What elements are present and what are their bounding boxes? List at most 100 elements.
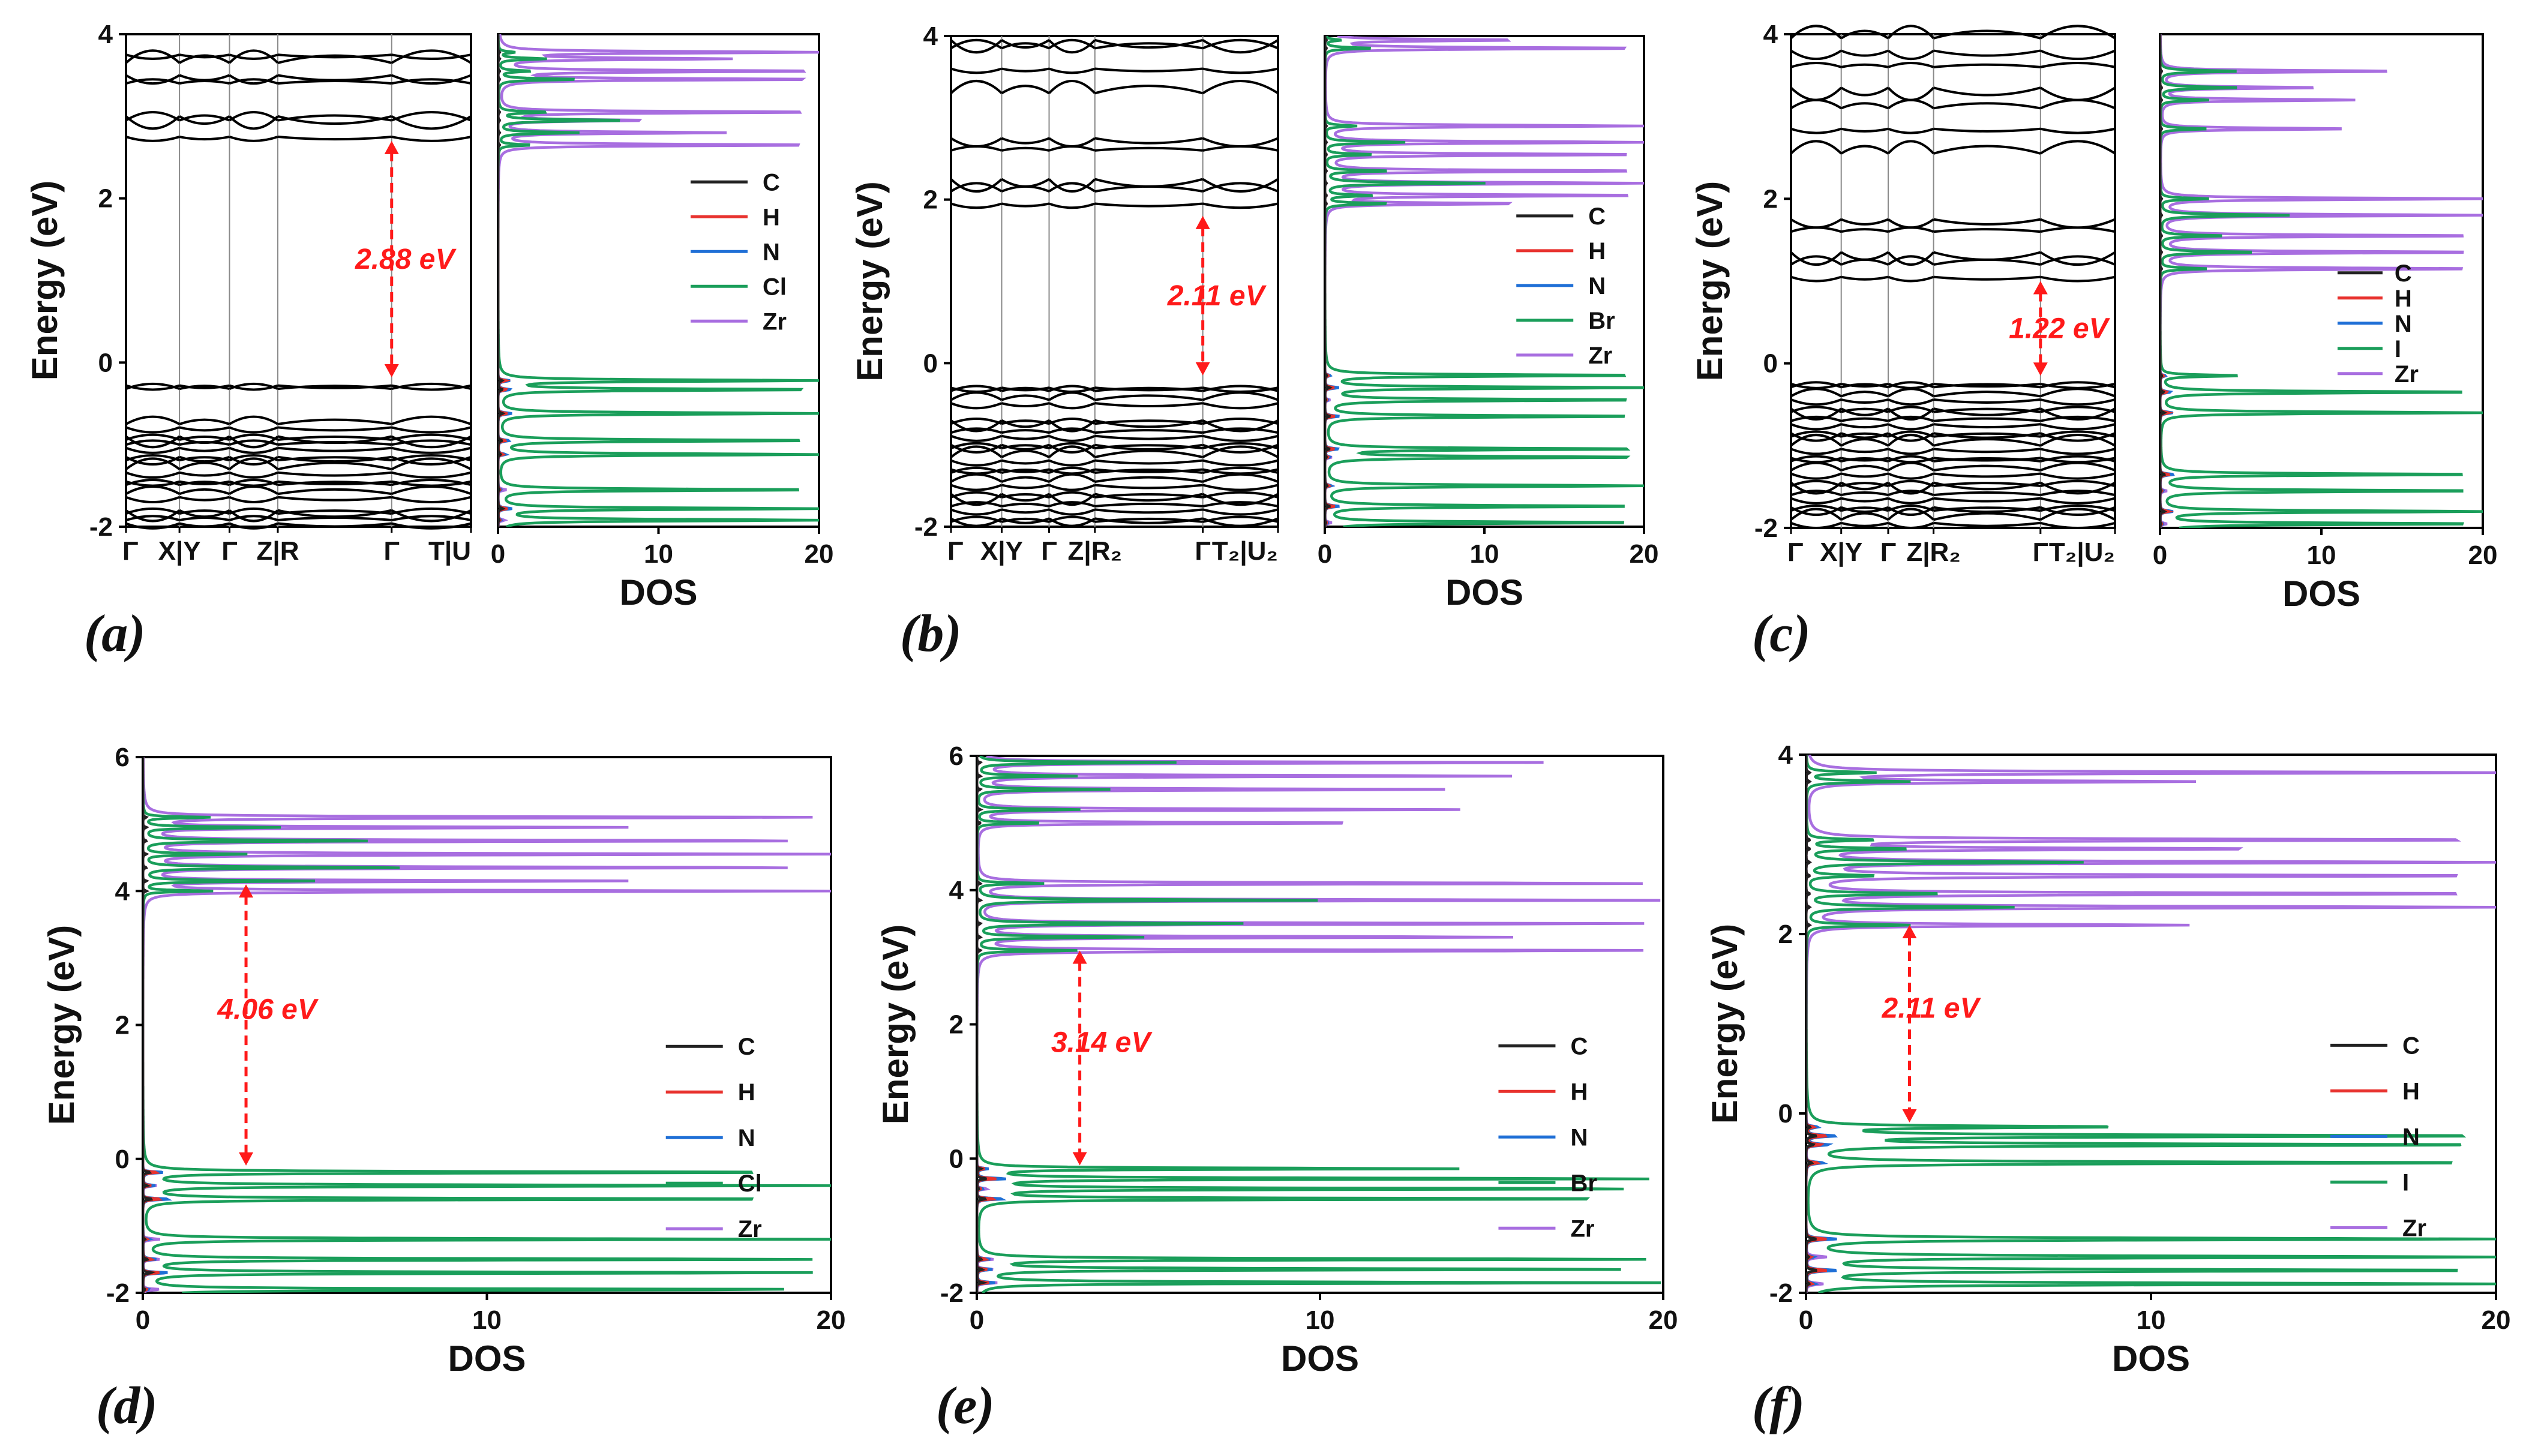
band-line bbox=[125, 485, 472, 496]
gap-arrowhead bbox=[1072, 950, 1087, 964]
y-tick-label: -2 bbox=[106, 1278, 130, 1308]
gap-label: 2.11 eV bbox=[1882, 993, 1982, 1025]
legend-entry: N bbox=[1570, 1124, 1588, 1151]
band-line bbox=[950, 391, 1279, 401]
band-line bbox=[125, 457, 472, 471]
band-line bbox=[125, 471, 472, 479]
legend-entry: C bbox=[2395, 260, 2412, 287]
x-tick-label: 20 bbox=[2482, 1305, 2511, 1335]
band-structure: Γ X|Y Γ Z|R₂ Γ T₂|U₂2.11 eV bbox=[947, 35, 1279, 566]
dos-panel: 0 10 20 DOS CHN Br Zr bbox=[1318, 35, 1659, 613]
gap-arrowhead bbox=[1902, 925, 1917, 939]
band-line bbox=[950, 508, 1279, 516]
legend-entry: Zr bbox=[763, 308, 787, 335]
band-line bbox=[125, 496, 472, 503]
y-axis-label: Energy (eV) bbox=[850, 181, 890, 381]
y-tick-label: 0 bbox=[923, 349, 938, 378]
band-line bbox=[1790, 86, 2116, 101]
legend-entry: N bbox=[2395, 311, 2412, 337]
dos-frame bbox=[976, 755, 1664, 1294]
legend-entry: H bbox=[1588, 238, 1606, 265]
dos-panel: 0 10 20 DOS 4.06 eV CHN Cl Zr bbox=[136, 756, 846, 1379]
k-point-label: X|Y bbox=[158, 536, 201, 566]
k-point-label: Γ bbox=[1880, 538, 1896, 567]
band-line bbox=[1790, 472, 2116, 480]
legend-entry: N bbox=[2402, 1124, 2420, 1150]
y-tick-label: 6 bbox=[115, 743, 130, 772]
band-line bbox=[125, 53, 472, 61]
k-point-label: T|U bbox=[428, 536, 471, 566]
x-tick-label: 20 bbox=[1630, 539, 1659, 569]
band-line bbox=[1790, 49, 2116, 61]
gap-label: 1.22 eV bbox=[2009, 313, 2110, 344]
legend-entry: N bbox=[738, 1125, 755, 1151]
dos-curve-C bbox=[498, 34, 506, 527]
dos-frame bbox=[1324, 35, 1645, 528]
band-line bbox=[1790, 251, 2116, 266]
band-line bbox=[1790, 398, 2116, 406]
y-tick-label: 4 bbox=[1778, 740, 1793, 770]
x-tick-label: 10 bbox=[2307, 541, 2336, 570]
legend-entry: Cl bbox=[738, 1170, 762, 1197]
gap-arrowhead bbox=[384, 140, 399, 154]
band-line bbox=[1790, 430, 2116, 438]
gap-arrowhead bbox=[384, 364, 399, 377]
band-structure: Γ X|Y Γ Z|R₂ Γ T₂|U₂1.22 eV bbox=[1787, 25, 2116, 568]
legend-entry: C bbox=[1570, 1033, 1588, 1059]
band-line bbox=[125, 74, 472, 85]
dos-frame bbox=[1805, 753, 2497, 1294]
gap-label: 4.06 eV bbox=[217, 994, 319, 1026]
legend-entry: Br bbox=[1588, 308, 1615, 334]
k-point-label: Γ bbox=[1041, 536, 1057, 566]
band-line bbox=[1790, 506, 2116, 517]
band-line bbox=[1790, 406, 2116, 413]
gap-arrowhead bbox=[239, 884, 254, 898]
band-line bbox=[950, 434, 1279, 442]
gap-label: 3.14 eV bbox=[1051, 1026, 1153, 1058]
band-line bbox=[950, 484, 1279, 491]
band-line bbox=[125, 439, 472, 446]
y-tick-label: -2 bbox=[914, 512, 938, 542]
y-tick-label: 2 bbox=[923, 185, 938, 215]
band-line bbox=[1790, 140, 2116, 155]
band-line bbox=[950, 67, 1279, 74]
legend-entry: C bbox=[763, 169, 780, 196]
y-axis-label: Energy (eV) bbox=[1690, 181, 1730, 381]
x-axis-label: DOS bbox=[448, 1338, 526, 1379]
y-tick-label: 0 bbox=[98, 348, 113, 377]
band-line bbox=[950, 517, 1279, 527]
k-point-label: T₂|U₂ bbox=[2049, 538, 2115, 568]
band-line bbox=[950, 202, 1279, 209]
x-tick-label: 20 bbox=[2468, 541, 2498, 570]
band-line bbox=[1790, 25, 2116, 40]
dos-panel: 0 10 20 DOS CHN Cl Zr bbox=[491, 33, 833, 613]
x-tick-label: 20 bbox=[817, 1305, 846, 1335]
band-line bbox=[1790, 432, 2116, 442]
legend-entry: I bbox=[2402, 1169, 2409, 1196]
dos-curve-C bbox=[1806, 755, 1817, 1293]
legend: CHN Br Zr bbox=[1498, 1033, 1597, 1242]
band-line bbox=[1790, 481, 2116, 495]
y-axis-label: Energy (eV) bbox=[875, 924, 916, 1124]
k-point-label: T₂|U₂ bbox=[1212, 536, 1278, 566]
legend: CHN Cl Zr bbox=[665, 1034, 762, 1242]
y-tick-label: 2 bbox=[1763, 184, 1778, 214]
y-tick-label: 4 bbox=[1763, 20, 1778, 49]
band-line bbox=[950, 137, 1279, 148]
band-line bbox=[125, 426, 472, 434]
band-line bbox=[125, 384, 472, 391]
x-tick-label: 0 bbox=[970, 1305, 984, 1335]
k-point-label: Γ bbox=[122, 536, 138, 566]
gap-arrowhead bbox=[1195, 362, 1210, 376]
x-tick-label: 10 bbox=[644, 539, 673, 569]
gap-label: 2.88 eV bbox=[355, 244, 457, 275]
legend-entry: H bbox=[738, 1079, 755, 1106]
band-line bbox=[125, 507, 472, 515]
k-point-label: Γ bbox=[1787, 538, 1803, 567]
legend-entry: H bbox=[763, 204, 780, 230]
